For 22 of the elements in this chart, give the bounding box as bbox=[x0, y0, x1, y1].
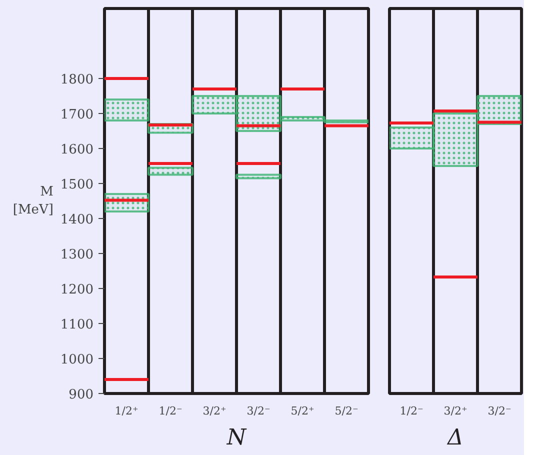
y-tick-label: 1000 bbox=[60, 352, 94, 368]
x-tick-label: 5/2⁺ bbox=[290, 404, 314, 418]
x-tick-label: 1/2⁻ bbox=[158, 404, 182, 418]
x-tick-label: 1/2⁻ bbox=[400, 404, 424, 418]
x-tick-label: 3/2⁺ bbox=[444, 404, 468, 418]
y-tick-label: 1300 bbox=[60, 248, 94, 262]
x-tick-label: 5/2⁻ bbox=[334, 404, 358, 418]
y-tick-label: 1600 bbox=[60, 142, 94, 158]
x-tick-label: 3/2⁺ bbox=[202, 404, 226, 418]
y-tick-label: 1500 bbox=[60, 178, 94, 192]
y-axis-title: M [MeV] bbox=[12, 184, 54, 218]
x-tick-label: 3/2⁻ bbox=[246, 404, 270, 418]
x-axis-title: Δ bbox=[446, 426, 464, 450]
y-tick-label: 900 bbox=[68, 388, 94, 402]
x-tick-label: 3/2⁻ bbox=[488, 404, 512, 418]
y-tick-label: 1400 bbox=[60, 212, 94, 228]
y-tick-label: 1800 bbox=[60, 72, 94, 88]
y-tick-label: 1200 bbox=[60, 282, 94, 298]
y-tick-label: 1700 bbox=[60, 108, 94, 122]
x-tick-label: 1/2⁺ bbox=[114, 404, 138, 418]
x-axis-title: N bbox=[226, 426, 247, 450]
y-tick-label: 1100 bbox=[60, 318, 94, 332]
